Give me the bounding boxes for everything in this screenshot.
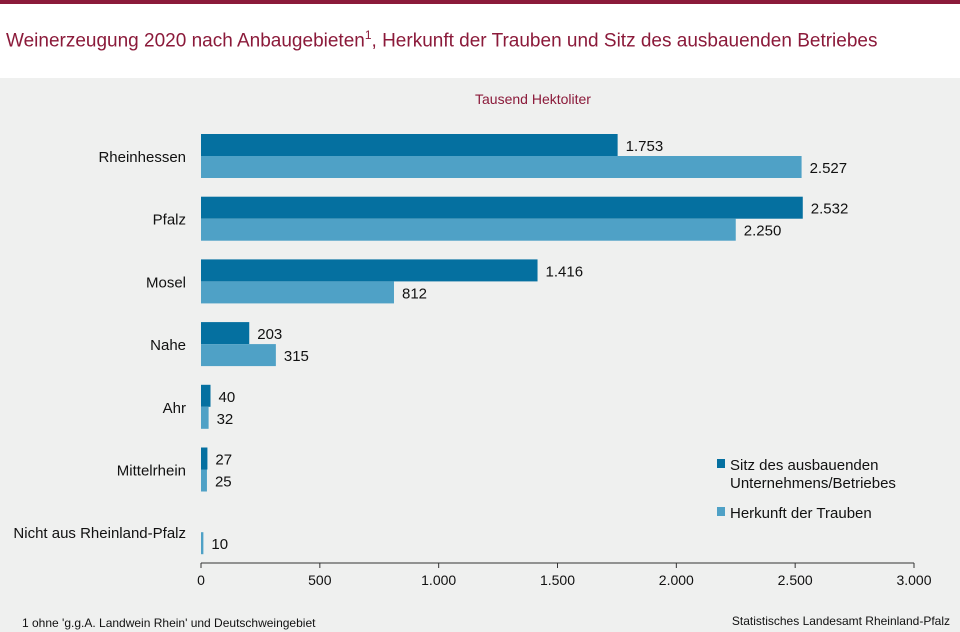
x-tick-label: 0	[197, 572, 205, 588]
title-main: Weinerzeugung 2020 nach Anbaugebieten	[6, 30, 365, 52]
category-label: Mosel	[146, 274, 186, 291]
bar-sitz	[201, 322, 250, 345]
data-label: 32	[217, 411, 234, 428]
source-credit: Statistisches Landesamt Rheinland-Pfalz	[731, 614, 950, 628]
bar-sitz	[201, 259, 538, 282]
bar-sitz	[201, 196, 803, 219]
footnote: 1 ohne 'g.g.A. Landwein Rhein' und Deuts…	[22, 616, 316, 630]
data-label: 2.527	[810, 160, 848, 177]
data-label: 10	[211, 536, 228, 553]
x-tick-label: 500	[308, 572, 332, 588]
bar-sitz	[201, 447, 208, 470]
header: Weinerzeugung 2020 nach Anbaugebieten1, …	[0, 4, 960, 72]
title-footnote-mark: 1	[364, 28, 372, 42]
category-label: Ahr	[163, 400, 186, 417]
category-label: Rheinhessen	[98, 149, 186, 166]
bar-herkunft	[201, 156, 802, 178]
category-label: Nahe	[150, 337, 186, 354]
data-label: 27	[215, 452, 232, 469]
x-tick-label: 1.000	[421, 572, 456, 588]
bar-herkunft	[201, 281, 394, 304]
bar-sitz	[201, 134, 618, 156]
data-label: 2.532	[811, 201, 849, 218]
data-label: 812	[402, 285, 427, 302]
data-label: 2.250	[744, 223, 782, 240]
bar-herkunft	[201, 532, 204, 555]
legend-label: Sitz des ausbauenden	[730, 457, 878, 474]
unit-label: Tausend Hektoliter	[475, 91, 591, 107]
bar-herkunft	[201, 469, 207, 492]
title-rest: , Herkunft der Trauben und Sitz des ausb…	[371, 30, 878, 52]
legend-label: Herkunft der Trauben	[730, 505, 872, 522]
legend-label: Unternehmens/Betriebes	[730, 475, 896, 492]
bar-sitz	[201, 384, 211, 407]
data-label: 40	[219, 389, 236, 406]
legend-swatch-sitz	[717, 459, 725, 468]
category-label: Nicht aus Rheinland-Pfalz	[13, 525, 186, 542]
chart-title: Weinerzeugung 2020 nach Anbaugebieten1, …	[6, 28, 877, 52]
data-label: 1.753	[626, 138, 664, 155]
bar-herkunft	[201, 218, 736, 241]
legend-swatch-herkunft	[717, 507, 725, 516]
x-tick-label: 3.000	[896, 572, 931, 588]
data-label: 25	[215, 474, 232, 491]
bar-herkunft	[201, 344, 276, 367]
title-accent-bar	[0, 0, 960, 4]
bar-herkunft	[201, 406, 209, 429]
category-label: Pfalz	[153, 212, 186, 229]
x-tick-label: 2.500	[778, 572, 813, 588]
data-label: 315	[284, 348, 309, 365]
category-label: Mittelrhein	[117, 463, 186, 480]
x-tick-label: 2.000	[659, 572, 694, 588]
x-tick-label: 1.500	[540, 572, 575, 588]
data-label: 1.416	[546, 263, 584, 280]
data-label: 203	[257, 326, 282, 343]
